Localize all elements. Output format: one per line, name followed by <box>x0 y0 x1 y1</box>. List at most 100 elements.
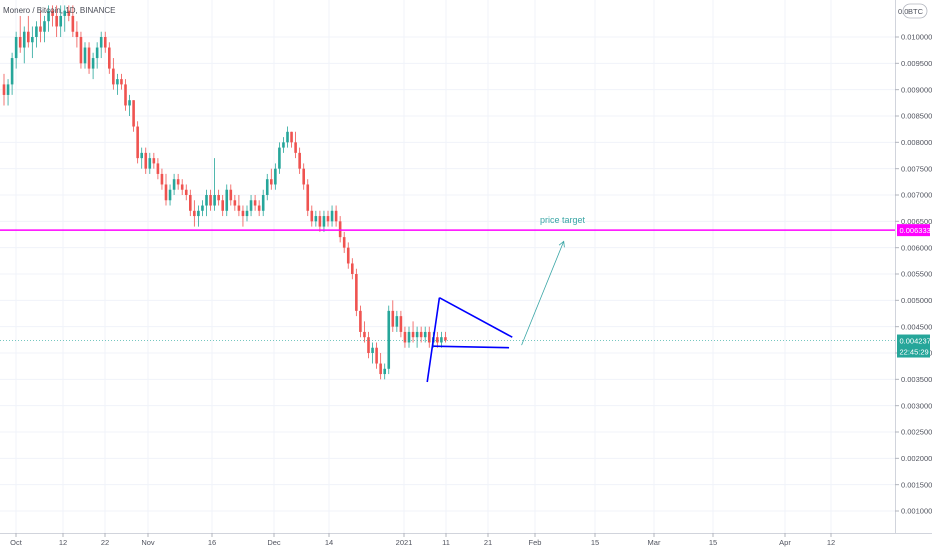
x-tick-label: 12 <box>59 538 67 547</box>
arrow-head <box>558 240 565 248</box>
candle <box>140 147 143 169</box>
y-tick-label: 0.008500 <box>901 112 932 121</box>
arrow-shaft[interactable] <box>521 241 565 346</box>
candle <box>261 189 265 217</box>
candle-body <box>278 147 281 169</box>
candle-body <box>367 337 370 353</box>
candle-body <box>423 331 427 338</box>
candle-body <box>436 337 439 343</box>
pattern-lower-trendline[interactable] <box>433 345 510 349</box>
candle <box>290 131 293 148</box>
grid <box>0 0 895 533</box>
candle-body <box>237 205 241 211</box>
candle-body <box>99 37 103 48</box>
candle-body <box>128 100 131 106</box>
candle-body <box>79 37 83 64</box>
x-tick-label: 15 <box>709 538 717 547</box>
candle <box>128 94 131 116</box>
pennant-pattern[interactable] <box>426 296 513 383</box>
pattern-upper-trendline[interactable] <box>438 296 513 338</box>
candle-body <box>403 331 407 343</box>
candle <box>440 331 443 348</box>
candle-body <box>124 84 127 106</box>
candle <box>31 26 34 59</box>
x-axis[interactable]: Oct 12 22 Nov 16 Dec 14 2021 11 21 Feb 15 Mar 15 Apr 12 <box>10 533 835 547</box>
pattern-flagpole[interactable] <box>426 297 441 383</box>
candle-body <box>164 184 168 201</box>
candle-body <box>55 15 58 27</box>
y-scale-prefix: 0.0 <box>898 7 908 16</box>
candle <box>43 15 46 43</box>
annotation-price-target[interactable]: price target <box>540 215 586 225</box>
horizontal-line-tag-bg <box>897 224 930 237</box>
candle <box>330 205 334 227</box>
candle <box>136 121 139 164</box>
candle <box>35 21 38 48</box>
candle-body <box>330 210 334 222</box>
candle <box>184 184 188 201</box>
candle <box>415 326 419 348</box>
candle-body <box>346 247 350 264</box>
candle-body <box>265 179 269 195</box>
price-target-arrow[interactable] <box>521 240 565 346</box>
candle <box>87 42 91 74</box>
candle <box>306 179 310 217</box>
candle <box>359 305 362 338</box>
candle-body <box>310 210 314 222</box>
y-tick-label: 0.009000 <box>901 85 932 94</box>
candle <box>83 42 87 69</box>
x-tick-label: 16 <box>208 538 216 547</box>
candle <box>213 158 216 211</box>
candle <box>160 168 164 190</box>
x-tick-label: Oct <box>10 538 23 547</box>
candle-body <box>6 84 10 95</box>
candle <box>419 326 423 343</box>
candle-body <box>67 10 71 16</box>
y-tick-label: 0.002500 <box>901 428 932 437</box>
last-price-tag-value: 0.004237 <box>900 337 931 346</box>
candle <box>144 147 148 174</box>
candle <box>379 353 382 380</box>
candle <box>237 195 241 217</box>
candle-body <box>2 84 6 95</box>
candle-body <box>387 310 391 369</box>
candle <box>265 173 269 201</box>
candle <box>436 331 439 348</box>
candle-body <box>322 216 326 227</box>
y-axis[interactable]: 0.010000 0.009500 0.009000 0.008500 0.008000… <box>895 33 932 516</box>
candle-body <box>108 47 111 69</box>
x-tick-label: 2021 <box>396 538 413 547</box>
currency-badge[interactable]: BTC <box>902 3 928 19</box>
candle <box>245 205 249 222</box>
candle-body <box>225 189 229 211</box>
candle <box>164 173 168 206</box>
candle-body <box>148 158 152 169</box>
candle <box>91 52 95 80</box>
candle <box>205 189 208 217</box>
candle <box>411 321 415 343</box>
candle <box>124 79 127 111</box>
candle-body <box>302 168 305 185</box>
candle-body <box>59 15 62 27</box>
candle-body <box>379 363 382 375</box>
horizontal-line-price-tag: 0.006333 <box>897 224 931 237</box>
candle <box>371 342 374 364</box>
candle <box>355 268 358 317</box>
candle-body <box>326 216 330 222</box>
last-price-tag: 0.004237 22:45:29 <box>897 334 931 358</box>
candle-body <box>407 331 411 343</box>
y-tick-label: 0.006500 <box>901 217 932 226</box>
candle-body <box>120 79 123 85</box>
candle-body <box>14 37 18 59</box>
y-tick-label: 0.002000 <box>901 454 932 463</box>
candle <box>217 189 220 206</box>
candle <box>148 152 152 174</box>
candle <box>22 26 26 64</box>
x-tick-label: 22 <box>101 538 109 547</box>
candle <box>27 15 30 48</box>
candle <box>278 142 281 174</box>
candle-body <box>415 331 419 338</box>
candle-body <box>274 168 277 185</box>
candle <box>79 31 83 69</box>
